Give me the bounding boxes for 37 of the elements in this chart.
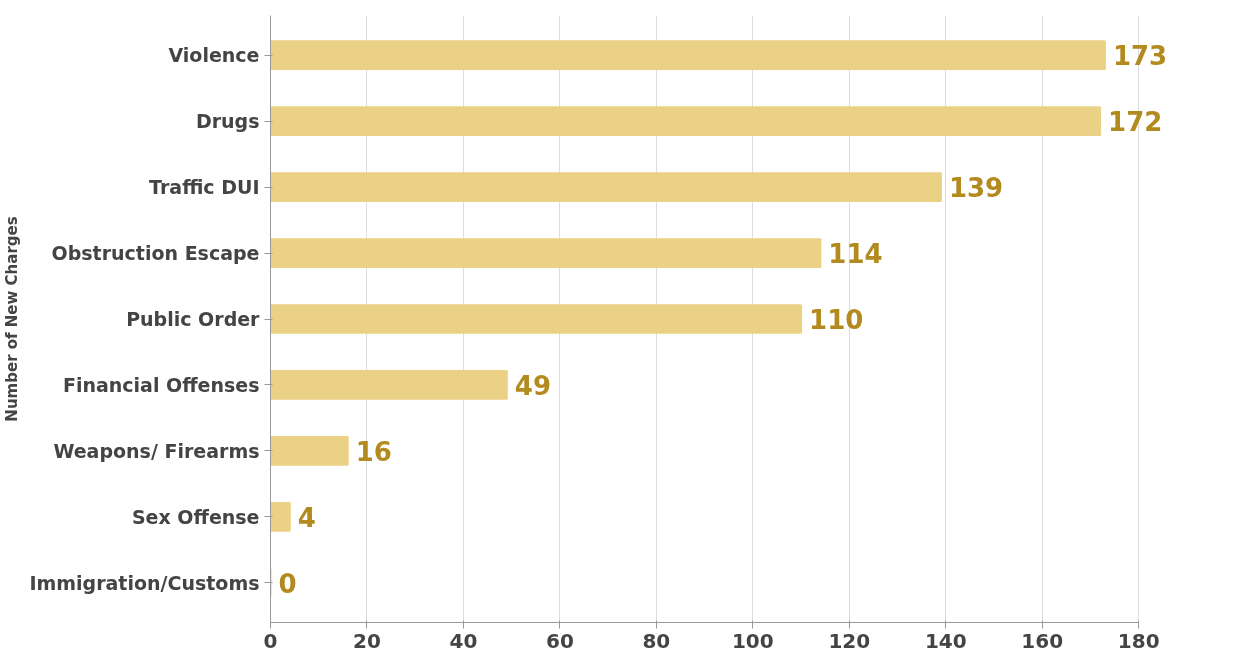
x-tick-label: 0 xyxy=(263,628,278,653)
y-tick-label: Drugs xyxy=(195,110,260,133)
bar xyxy=(270,502,291,532)
y-tick-label: Traffic DUI xyxy=(149,176,260,199)
x-tick-label: 120 xyxy=(828,628,871,653)
data-label: 110 xyxy=(809,305,864,335)
y-tick-label: Public Order xyxy=(126,308,261,330)
bar xyxy=(270,106,1102,136)
data-label: 114 xyxy=(828,239,883,270)
data-label: 172 xyxy=(1108,107,1163,138)
data-label: 139 xyxy=(948,173,1004,204)
y-tick-label: Sex Offense xyxy=(131,505,260,528)
x-tick-label: 140 xyxy=(924,628,967,653)
y-tick-label: Obstruction Escape xyxy=(51,242,260,265)
data-label: 16 xyxy=(355,436,392,467)
data-label: 4 xyxy=(297,502,316,533)
x-tick-label: 160 xyxy=(1021,628,1064,653)
x-tick-label: 40 xyxy=(449,628,478,653)
y-axis-title: Number of New Charges xyxy=(3,216,22,422)
x-tick-label: 180 xyxy=(1117,628,1160,653)
x-tick-label: 100 xyxy=(731,628,774,653)
y-tick-label: Violence xyxy=(168,44,260,67)
y-tick-label: Immigration/Customs xyxy=(29,571,260,594)
bar xyxy=(270,304,803,334)
data-label: 173 xyxy=(1112,41,1168,72)
bar xyxy=(270,172,942,202)
x-tick-label: 80 xyxy=(642,628,671,653)
x-tick-label: 20 xyxy=(353,628,381,653)
bar xyxy=(270,40,1106,70)
y-tick-label: Weapons/ Firearms xyxy=(53,439,260,462)
bar xyxy=(270,370,508,400)
data-label: 49 xyxy=(514,370,552,401)
y-tick-label: Financial Offenses xyxy=(62,373,260,396)
data-label: 0 xyxy=(278,568,297,599)
bar xyxy=(270,436,349,466)
x-tick-label: 60 xyxy=(545,628,574,653)
bar xyxy=(270,238,822,268)
